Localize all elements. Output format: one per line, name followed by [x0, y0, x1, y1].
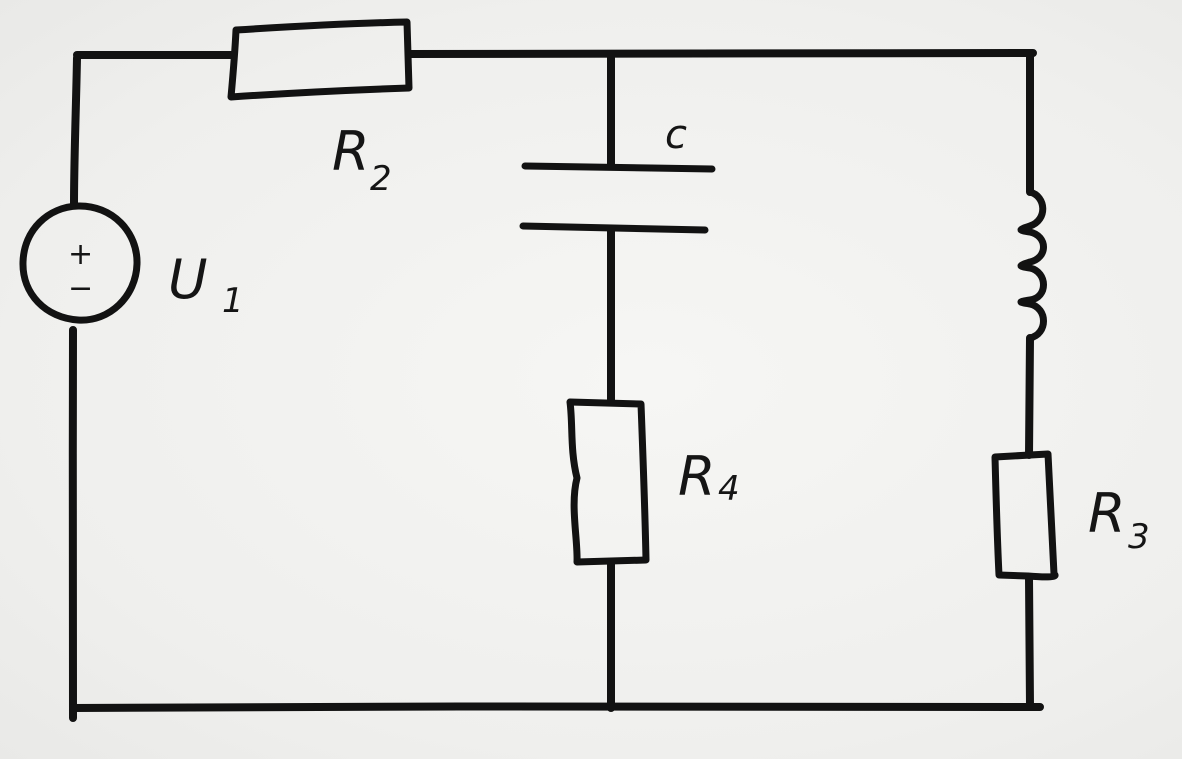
capacitor-bottom-plate: [519, 222, 709, 234]
wire-left-upper: [70, 54, 81, 209]
inductor-coil: [1017, 188, 1047, 342]
wire-right-lower: [1025, 574, 1034, 710]
resistor-r2-body: [227, 18, 413, 101]
label-r2: R 2: [332, 120, 392, 199]
label-r4-main: R: [678, 445, 716, 508]
label-u1: U 1: [168, 248, 244, 321]
source-minus-sign: −: [68, 271, 93, 306]
label-u1-sub: 1: [222, 281, 244, 321]
label-r4-sub: 4: [718, 469, 740, 509]
voltage-source-circle: [19, 202, 141, 324]
wire-bottom: [69, 702, 1044, 712]
wire-right-middle: [1025, 334, 1034, 459]
label-r4: R 4: [678, 445, 740, 509]
resistor-r3-body: [991, 450, 1059, 581]
capacitor-top-plate: [521, 162, 716, 173]
label-r3-main: R: [1088, 482, 1126, 545]
label-u1-main: U: [168, 248, 208, 311]
wire-top-right: [406, 49, 1037, 58]
source-plus-sign: +: [68, 237, 93, 272]
label-r3-sub: 3: [1128, 517, 1150, 557]
label-capacitor: c: [665, 112, 687, 158]
resistor-r4-body: [566, 398, 650, 566]
label-r2-main: R: [332, 120, 370, 183]
label-r2-sub: 2: [370, 159, 392, 199]
label-r3: R 3: [1088, 482, 1150, 557]
